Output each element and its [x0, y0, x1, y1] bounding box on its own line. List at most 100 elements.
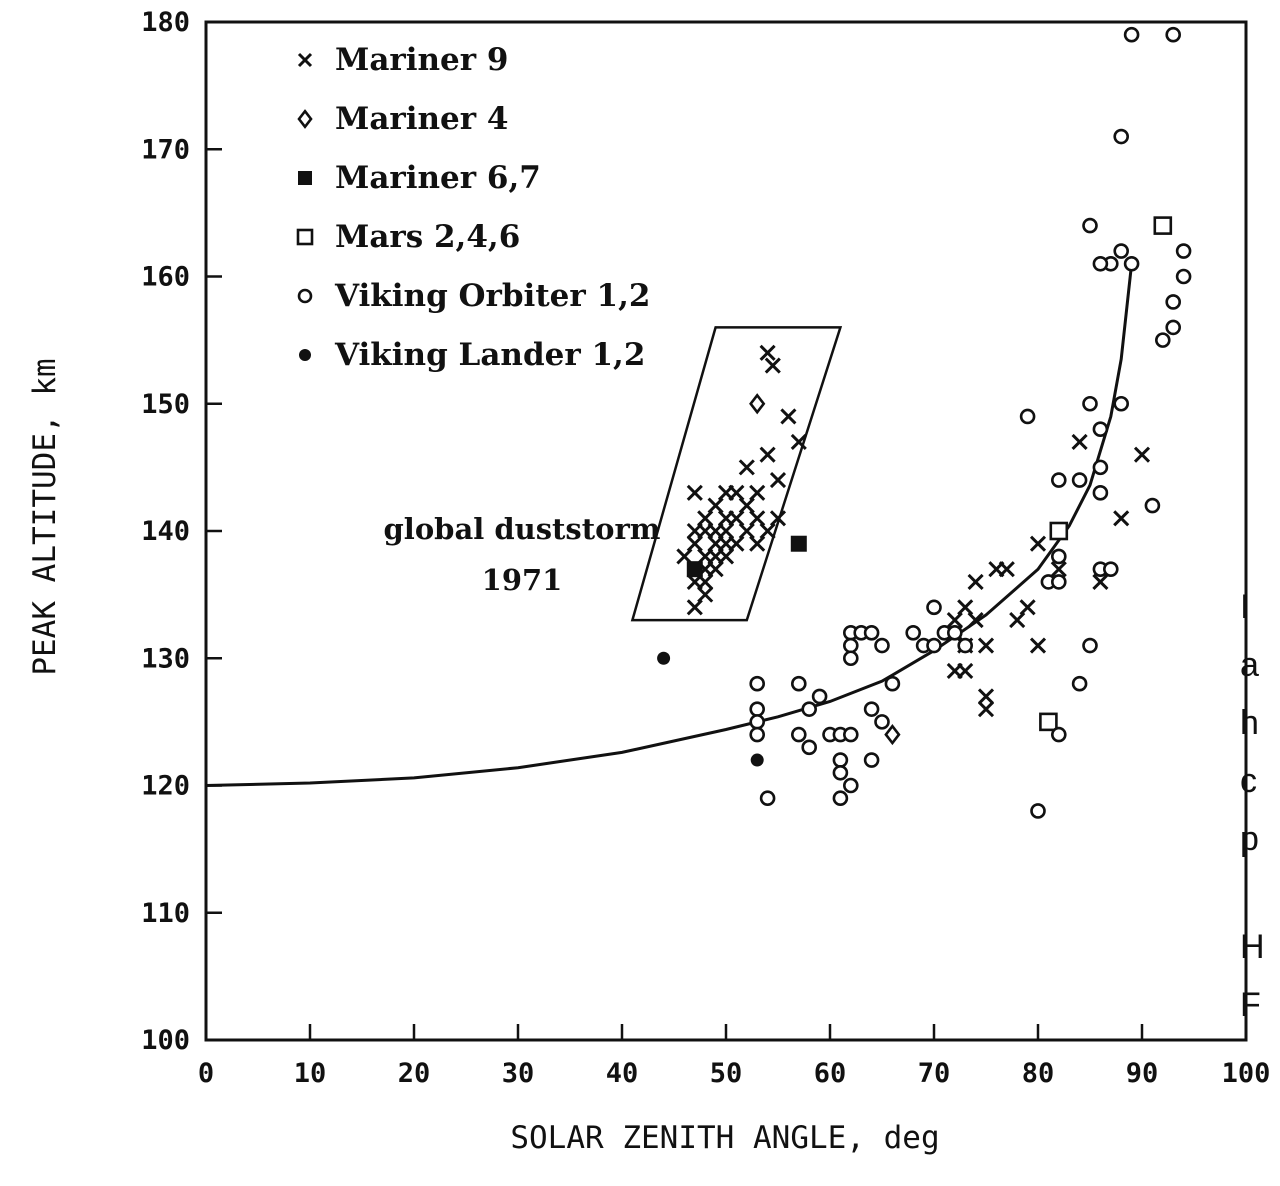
- duststorm-outline: [630, 326, 843, 622]
- data-point: [1071, 433, 1088, 450]
- legend-marker: [297, 288, 313, 304]
- x-tick-label: 90: [1126, 1058, 1159, 1089]
- data-point: [738, 497, 755, 514]
- data-point: [769, 510, 787, 527]
- data-point: [874, 637, 890, 654]
- legend-label: Viking Lander 1,2: [334, 337, 645, 373]
- data-point: [832, 790, 849, 807]
- legend: Mariner 9 Mariner 4 Mariner 6,7 Mars 2,4,6 V…: [296, 42, 650, 373]
- y-tick-label: 150: [141, 389, 190, 420]
- data-point: [1019, 599, 1036, 616]
- data-point: [790, 675, 807, 692]
- data-point: [1051, 472, 1067, 488]
- side-text-line-4: c: [1240, 762, 1257, 800]
- data-point: [697, 586, 714, 603]
- data-point: [946, 662, 963, 680]
- data-points: [657, 26, 1192, 819]
- data-point: [1092, 421, 1109, 438]
- x-tick-label: 10: [294, 1058, 327, 1089]
- data-point: [1175, 243, 1192, 259]
- y-tick-label: 120: [141, 771, 190, 802]
- data-point: [1165, 294, 1181, 310]
- data-point: [884, 724, 901, 746]
- data-point: [1019, 408, 1036, 425]
- legend-marker: [296, 228, 314, 246]
- data-point: [686, 484, 703, 501]
- data-point: [749, 675, 766, 692]
- data-point: [1092, 255, 1109, 272]
- data-point: [759, 446, 776, 463]
- x-tick-label: 80: [1022, 1058, 1055, 1089]
- x-tick-label: 100: [1222, 1058, 1271, 1089]
- data-point: [686, 535, 703, 552]
- x-tick-label: 70: [918, 1058, 951, 1089]
- x-axis-ticks: 0 10 20 30 40 50 60 70 80 90 100: [198, 1024, 1271, 1089]
- side-text-line-2: a: [1240, 646, 1259, 684]
- data-point: [801, 701, 818, 717]
- data-point: [1029, 637, 1047, 654]
- data-point: [957, 599, 974, 616]
- data-point: [977, 701, 995, 718]
- data-point: [832, 764, 849, 781]
- data-point: [905, 624, 922, 641]
- data-point: [759, 344, 776, 361]
- x-axis-title: SOLAR ZENITH ANGLE, deg: [510, 1120, 939, 1156]
- y-tick-label: 130: [141, 643, 190, 674]
- data-point: [946, 612, 963, 629]
- data-point: [842, 637, 859, 654]
- data-point: [967, 612, 984, 629]
- data-point: [1113, 243, 1129, 259]
- data-point: [1092, 573, 1109, 590]
- x-tick-label: 60: [814, 1058, 847, 1089]
- data-point: [749, 726, 766, 743]
- data-point: [749, 484, 766, 501]
- data-point: [759, 522, 776, 540]
- data-point: [738, 459, 755, 476]
- data-point: [926, 637, 942, 654]
- data-point: [750, 753, 764, 767]
- data-point: [842, 726, 859, 743]
- data-point: [686, 573, 703, 590]
- data-point: [926, 599, 942, 616]
- annotation-duststorm-line2: 1971: [482, 563, 563, 597]
- data-point: [1071, 675, 1088, 692]
- data-point: [769, 472, 787, 489]
- data-point: [717, 535, 735, 552]
- duststorm-region: [630, 326, 843, 622]
- data-point: [842, 777, 859, 794]
- side-text-line-7: F: [1240, 986, 1261, 1024]
- data-point: [1082, 637, 1098, 654]
- data-point: [863, 701, 880, 717]
- data-point: [790, 726, 807, 743]
- x-tick-label: 40: [606, 1058, 639, 1089]
- data-point: [1039, 712, 1058, 732]
- data-point: [811, 688, 828, 705]
- data-point: [764, 357, 781, 374]
- data-point: [749, 535, 766, 552]
- data-point: [977, 688, 995, 705]
- legend-marker: [297, 109, 313, 129]
- legend-label: Mariner 4: [335, 101, 508, 137]
- data-point: [1071, 472, 1088, 488]
- legend-label: Mariner 9: [335, 42, 508, 78]
- data-point: [1082, 395, 1098, 412]
- data-point: [1144, 497, 1161, 514]
- data-point: [967, 573, 984, 590]
- x-tick-label: 30: [502, 1058, 535, 1089]
- data-point: [801, 739, 818, 756]
- y-tick-label: 180: [141, 7, 190, 38]
- data-point: [697, 510, 714, 527]
- data-point: [790, 535, 807, 552]
- data-point: [1123, 255, 1140, 272]
- side-text-line-3: h: [1240, 704, 1259, 742]
- y-tick-label: 100: [141, 1025, 190, 1056]
- y-axis-ticks: 100 110 120 130 140 150 160 170 180: [141, 7, 222, 1056]
- data-point: [1051, 574, 1067, 590]
- x-tick-label: 0: [198, 1058, 214, 1089]
- data-point: [707, 548, 724, 565]
- data-point: [884, 675, 901, 692]
- legend-marker: [297, 52, 313, 68]
- legend-label: Viking Orbiter 1,2: [334, 278, 650, 314]
- data-point: [676, 548, 693, 565]
- data-point: [832, 752, 849, 768]
